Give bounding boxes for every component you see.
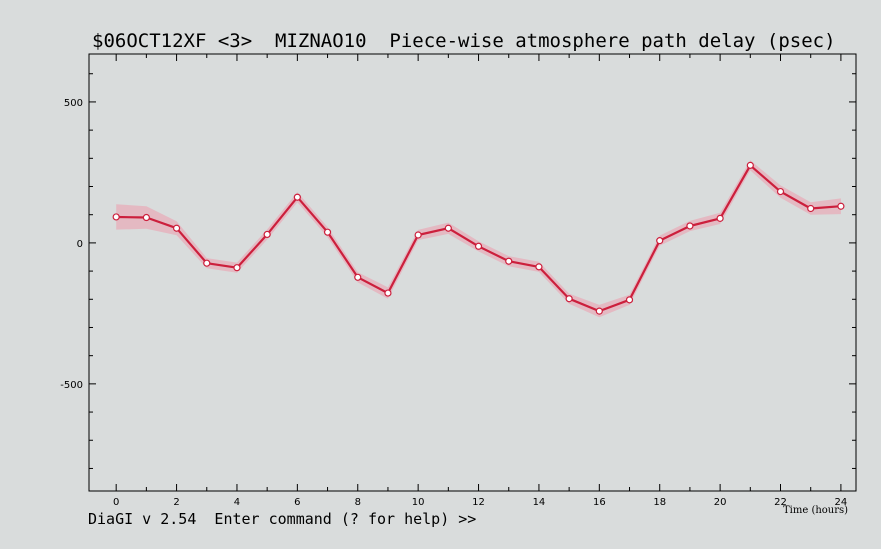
y-tick-label: 500 — [64, 98, 83, 109]
data-point — [565, 295, 573, 303]
data-point — [656, 237, 664, 245]
x-tick-label: 10 — [412, 497, 425, 508]
x-tick-label: 16 — [593, 497, 606, 508]
data-point — [505, 257, 513, 265]
y-tick-label: -500 — [60, 380, 83, 391]
x-tick-label: 18 — [653, 497, 666, 508]
x-tick-label: 14 — [533, 497, 546, 508]
data-point — [746, 161, 754, 169]
data-point — [203, 259, 211, 267]
data-point — [625, 296, 634, 304]
data-point — [686, 222, 694, 230]
data-point — [535, 263, 543, 271]
data-point — [233, 264, 241, 272]
x-tick-label: 12 — [472, 497, 485, 508]
error-band-area — [116, 160, 841, 318]
x-tick-label: 2 — [173, 497, 179, 508]
x-tick-label: 24 — [835, 497, 848, 508]
data-point — [444, 224, 452, 232]
y-tick-label: 0 — [77, 239, 83, 250]
x-tick-label: 8 — [355, 497, 361, 508]
data-points — [112, 161, 845, 315]
x-tick-label: 0 — [113, 497, 119, 508]
data-point — [837, 202, 845, 210]
data-point — [112, 213, 120, 221]
data-point — [172, 224, 181, 232]
x-axis-label: Time (hours) — [783, 505, 848, 516]
data-point — [384, 289, 392, 297]
data-point — [474, 242, 483, 250]
data-point — [263, 230, 271, 239]
error-band — [116, 160, 841, 318]
chart-title: $06OCT12XF <3> MIZNAO10 Piece-wise atmos… — [92, 30, 836, 52]
data-point — [323, 228, 332, 236]
data-point — [716, 214, 724, 222]
data-point — [595, 307, 603, 315]
plot-frame — [88, 53, 857, 492]
data-point — [142, 213, 150, 222]
series-line — [116, 164, 841, 313]
axis-ticks — [89, 54, 856, 491]
command-prompt[interactable]: DiaGI v 2.54 Enter command (? for help) … — [88, 510, 477, 528]
data-point — [414, 231, 422, 239]
data-point — [293, 193, 301, 201]
x-tick-label: 22 — [774, 497, 787, 508]
data-point — [354, 273, 362, 281]
x-tick-label: 6 — [294, 497, 300, 508]
x-tick-label: 20 — [714, 497, 727, 508]
data-point — [776, 187, 785, 196]
x-tick-label: 4 — [234, 497, 240, 508]
data-point — [807, 204, 815, 213]
